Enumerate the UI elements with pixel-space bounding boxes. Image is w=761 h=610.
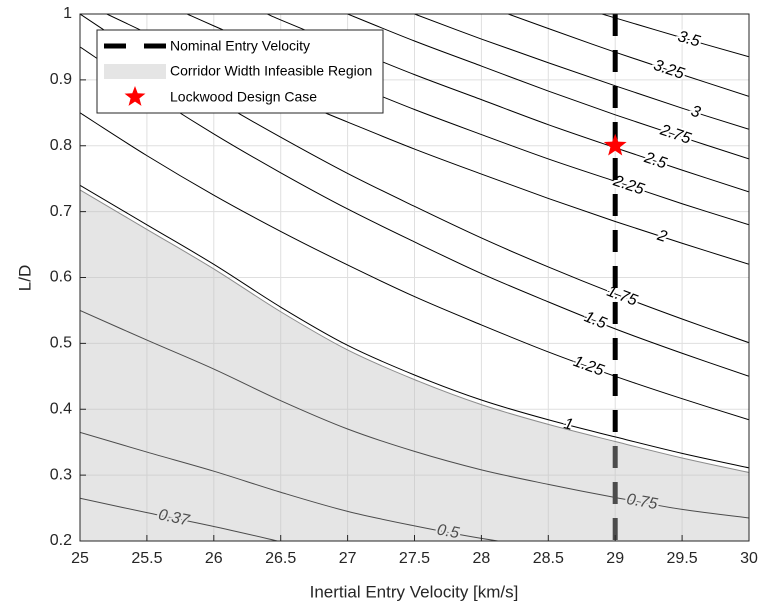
y-tick-label: 0.6 [50,269,72,286]
contour-line [601,14,749,58]
x-tick-label: 27.5 [399,550,430,567]
x-tick-label: 27 [339,550,357,567]
legend-label: Corridor Width Infeasible Region [170,63,372,79]
legend: Nominal Entry Velocity Corridor Width Inf… [96,29,384,114]
x-tick-label: 26 [205,550,223,567]
x-axis-label: Inertial Entry Velocity [km/s] [310,582,519,601]
contour-line [80,497,281,541]
x-tick-label: 28 [473,550,491,567]
contour-label: 0.5 [436,521,461,542]
x-tick-label: 29.5 [667,550,698,567]
contour-line [267,14,749,193]
contour-line [80,112,749,421]
y-tick-label: 0.9 [50,71,72,88]
axes: 25 25.5 26 26.5 27 27.5 28 28.5 29 29.5 30 0.2 0.3 0.… [50,5,758,567]
y-tick-label: 0.2 [50,532,72,549]
design-case-marker [603,133,627,156]
x-tick-label: 26.5 [265,550,296,567]
y-tick-label: 0.8 [50,137,72,154]
x-tick-label: 25 [71,550,89,567]
contour-line [347,14,749,160]
y-tick-label: 1 [63,5,72,22]
contour-line [80,46,749,377]
legend-swatch [124,86,146,106]
y-tick-label: 0.4 [50,400,72,417]
x-tick-label: 25.5 [131,550,162,567]
legend-label: Nominal Entry Velocity [170,38,310,54]
x-tick-label: 30 [740,550,758,567]
x-tick-label: 28.5 [533,550,564,567]
contour-line [414,14,749,130]
legend-label: Lockwood Design Case [170,89,317,105]
x-tick-label: 29 [606,550,624,567]
axes-box [79,13,750,542]
y-axis-label: L/D [15,265,34,291]
legend-swatch [104,64,166,79]
y-tick-label: 0.5 [50,335,72,352]
infeasible-region [80,189,749,541]
contour-line [80,184,749,469]
contour-line [80,309,749,519]
y-tick-label: 0.3 [50,466,72,483]
y-tick-label: 0.7 [50,203,72,220]
contour-line [80,431,502,541]
